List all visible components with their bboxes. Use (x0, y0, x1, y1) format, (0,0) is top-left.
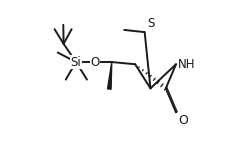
Text: S: S (147, 17, 155, 30)
Text: O: O (90, 55, 100, 69)
Text: Si: Si (71, 55, 81, 69)
Text: NH: NH (178, 58, 195, 71)
Polygon shape (108, 62, 112, 89)
Text: O: O (178, 114, 188, 127)
